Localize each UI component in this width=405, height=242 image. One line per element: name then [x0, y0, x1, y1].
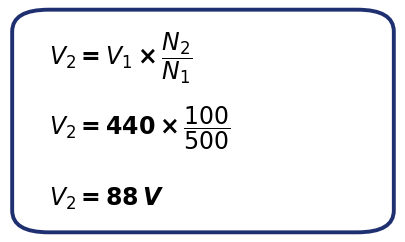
FancyBboxPatch shape [12, 10, 393, 232]
Text: $\boldsymbol{V_2 = 440 \times \dfrac{100}{500}}$: $\boldsymbol{V_2 = 440 \times \dfrac{100… [49, 105, 230, 152]
Text: $\boldsymbol{V_2 = 88\,V}$: $\boldsymbol{V_2 = 88\,V}$ [49, 185, 163, 212]
Text: $\boldsymbol{V_2 = V_1 \times \dfrac{N_2}{N_1}}$: $\boldsymbol{V_2 = V_1 \times \dfrac{N_2… [49, 30, 192, 86]
